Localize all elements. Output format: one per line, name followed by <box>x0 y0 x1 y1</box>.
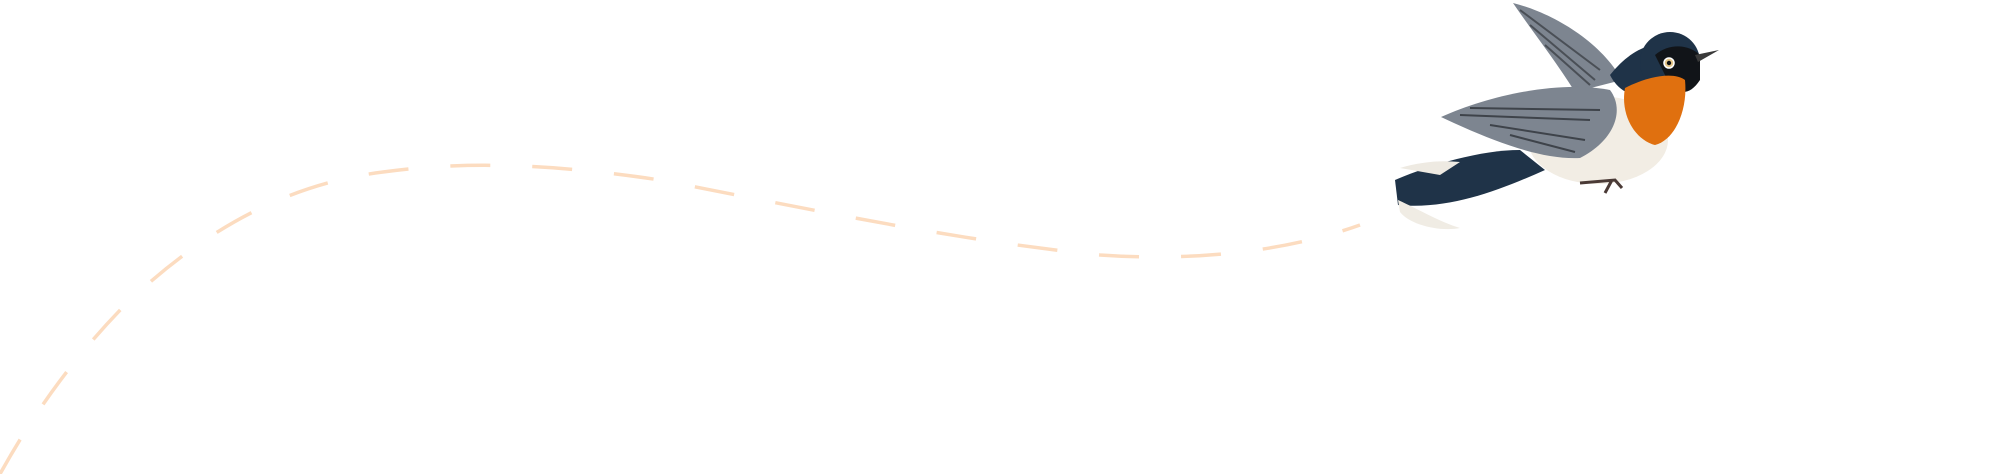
bird-illustration <box>1395 3 1719 230</box>
dashed-flight-path <box>0 163 1361 474</box>
